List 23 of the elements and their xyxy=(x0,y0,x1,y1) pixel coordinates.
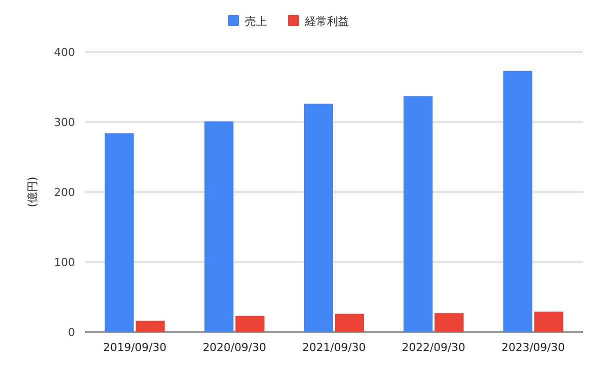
legend-label: 経常利益 xyxy=(304,15,349,28)
bar xyxy=(235,316,264,332)
bar xyxy=(335,314,364,332)
x-tick-label: 2019/09/30 xyxy=(103,341,167,354)
y-tick-label: 0 xyxy=(68,326,75,339)
x-tick-label: 2023/09/30 xyxy=(501,341,565,354)
bar xyxy=(503,70,532,332)
bar xyxy=(534,312,564,332)
x-tick-label: 2021/09/30 xyxy=(302,341,366,354)
bar xyxy=(404,96,433,332)
bar xyxy=(136,320,165,332)
y-tick-label: 200 xyxy=(54,186,75,199)
bar xyxy=(204,121,234,332)
y-tick-label: 100 xyxy=(54,256,75,269)
y-axis-title: (億円) xyxy=(26,176,39,208)
x-tick-label: 2020/09/30 xyxy=(202,341,266,354)
y-tick-label: 400 xyxy=(54,46,75,59)
bar xyxy=(304,104,333,332)
bar xyxy=(104,133,134,332)
legend-label: 売上 xyxy=(245,15,267,28)
bar xyxy=(434,313,464,332)
x-tick-label: 2022/09/30 xyxy=(402,341,466,354)
y-tick-label: 300 xyxy=(54,116,75,129)
